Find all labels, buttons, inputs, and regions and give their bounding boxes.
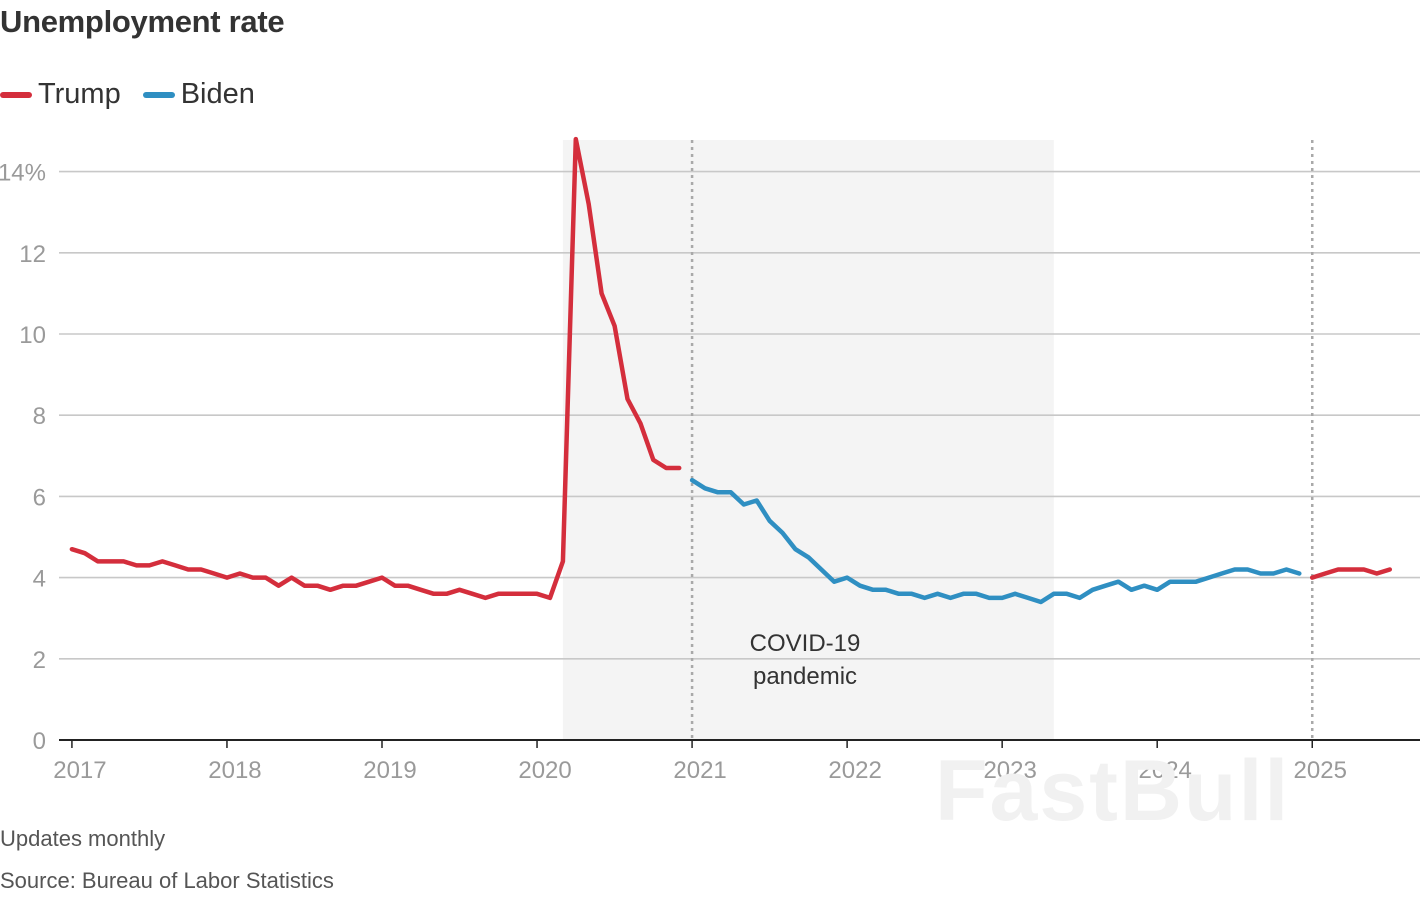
- x-tick-label: 2025: [1294, 757, 1347, 784]
- x-tick-label: 2018: [208, 757, 261, 784]
- x-tick-label: 2024: [1139, 757, 1192, 784]
- x-tick-label: 2019: [363, 757, 416, 784]
- x-tick-label: 2017: [53, 757, 106, 784]
- legend-label-biden: Biden: [180, 78, 255, 110]
- y-tick-label: 0: [33, 728, 46, 755]
- y-tick-label: 4: [33, 566, 46, 593]
- legend: Trump Biden: [0, 78, 277, 111]
- series-line-trump: [69, 136, 682, 601]
- line-chart: 0 2 4 6 8 10 12 14% 2017 2018 2019 2020 2021 2022 2023…: [0, 136, 1420, 784]
- y-tick-label: 6: [33, 484, 46, 511]
- x-tick-label: 2023: [983, 757, 1036, 784]
- y-tick-label: 2: [33, 647, 46, 674]
- chart-title: Unemployment rate: [0, 4, 285, 39]
- series-line-trump: [1309, 567, 1393, 580]
- x-tick-label: 2020: [518, 757, 571, 784]
- legend-item-biden: Biden: [142, 78, 255, 111]
- y-tick-label: 14%: [0, 160, 46, 187]
- annotation-covid-line1: COVID-19: [750, 630, 861, 657]
- y-tick-label: 8: [33, 403, 46, 430]
- annotation-covid-line2: pandemic: [753, 663, 857, 690]
- footer-note: Updates monthly: [0, 826, 166, 851]
- y-tick-label: 10: [19, 322, 46, 349]
- footer-source: Source: Bureau of Labor Statistics: [0, 868, 334, 893]
- x-tick-label: 2022: [828, 757, 881, 784]
- x-tick-label: 2021: [673, 757, 726, 784]
- legend-swatch-biden: [142, 91, 175, 98]
- legend-label-trump: Trump: [38, 78, 121, 110]
- series-line-biden: [689, 477, 1302, 605]
- watermark: FastBull: [935, 743, 1291, 839]
- legend-item-trump: Trump: [0, 78, 121, 111]
- legend-swatch-trump: [0, 91, 32, 98]
- y-tick-label: 12: [19, 241, 46, 268]
